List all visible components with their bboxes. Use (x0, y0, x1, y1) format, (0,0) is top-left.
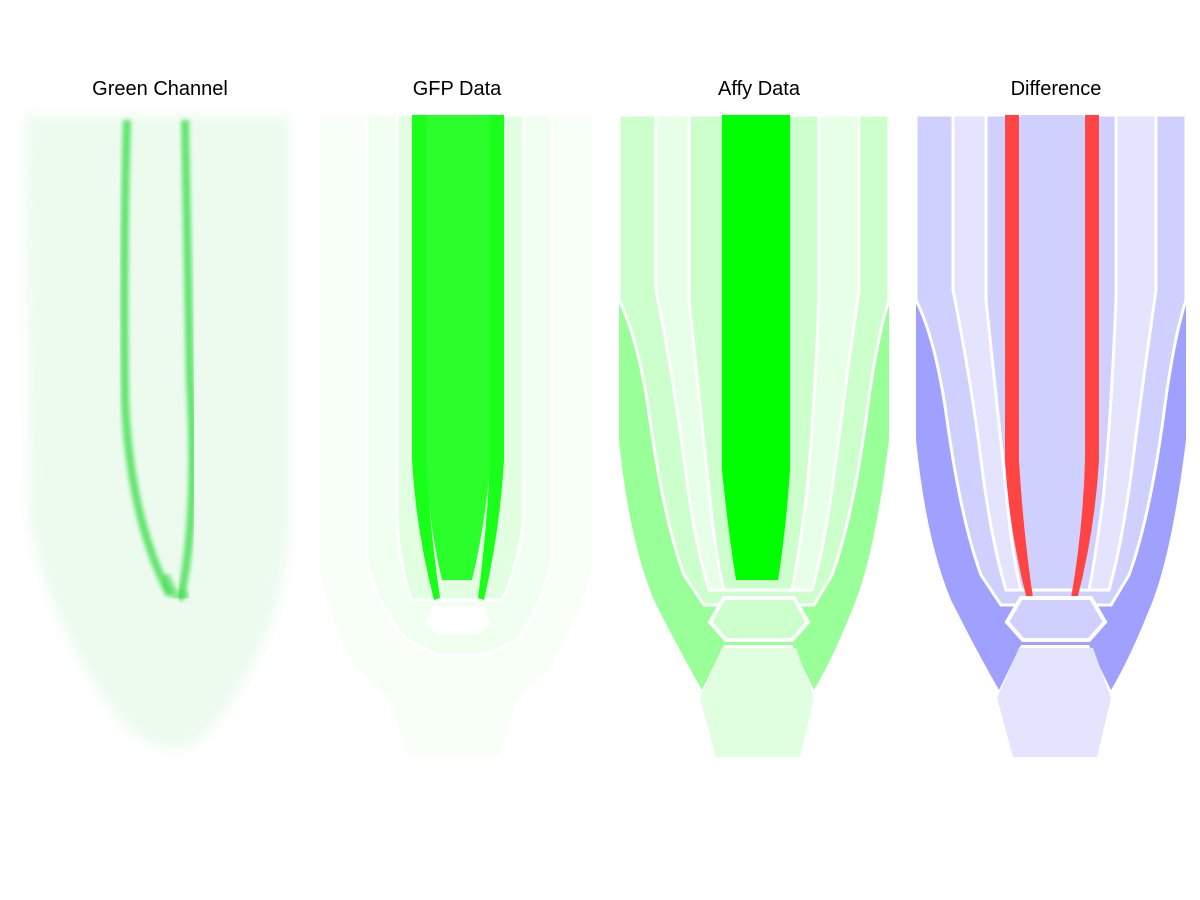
stele-core (426, 115, 490, 580)
stele-right-strip (490, 115, 504, 460)
stele-left-strip (412, 115, 426, 460)
stele-core (722, 115, 790, 580)
left-vascular-strand (120, 119, 174, 597)
green-channel-image (25, 115, 290, 750)
panel-affy-data: Affy Data (614, 0, 904, 900)
quiescent-center (1004, 596, 1108, 642)
quiescent-center (422, 604, 494, 636)
root-outline-faint (25, 115, 290, 750)
quiescent-center (707, 596, 811, 642)
columella (700, 648, 814, 757)
panel-difference: Difference (911, 0, 1200, 900)
panel-title: Difference (1010, 78, 1102, 100)
columella (997, 648, 1111, 757)
strand-bottom-join (160, 573, 191, 601)
difference-diagram (914, 113, 1188, 757)
stele-right-tip (478, 460, 504, 600)
stele-right-red-strip (1071, 115, 1099, 600)
panel-title: GFP Data (412, 78, 502, 100)
stele-core (1021, 115, 1083, 580)
stele-left-red-strip (1005, 115, 1033, 600)
panel-title: Affy Data (718, 78, 800, 100)
gfp-data-diagram (320, 113, 592, 755)
panel-title: Green Channel (92, 78, 228, 100)
right-vascular-strand (176, 119, 197, 601)
stele-left-tip (412, 460, 440, 600)
panel-gfp-data: GFP Data (312, 0, 602, 900)
panel-green-channel: Green Channel (15, 0, 305, 900)
affy-data-diagram (617, 113, 891, 757)
